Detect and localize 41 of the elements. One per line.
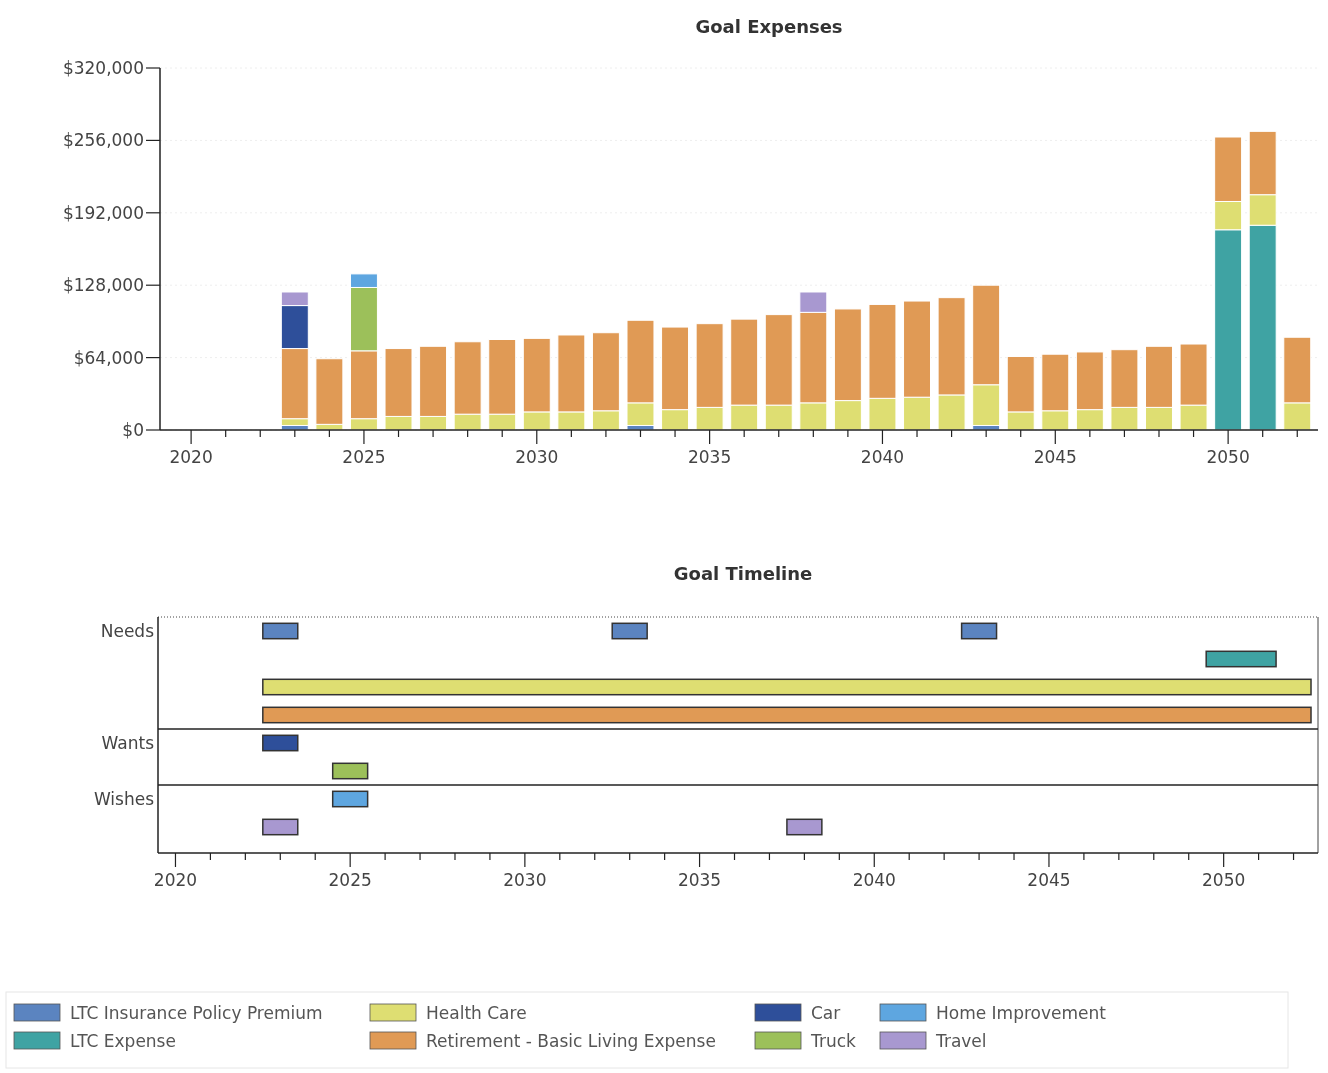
x-tick-label: 2025 <box>342 447 386 467</box>
bar <box>262 706 1312 724</box>
x-tick-label: 2045 <box>1033 447 1077 467</box>
y-tick-label: Wishes <box>93 789 155 809</box>
legend-label: Car <box>811 1003 841 1023</box>
x-tick-label: 2050 <box>1206 447 1250 467</box>
y-tick-label: Needs <box>100 621 155 641</box>
legend-label: Home Improvement <box>936 1003 1107 1023</box>
legend-label: Truck <box>810 1031 856 1051</box>
legend-label: Retirement - Basic Living Expense <box>426 1031 716 1051</box>
x-tick-label: 2040 <box>860 447 905 467</box>
y-tick-label: Wants <box>101 733 155 753</box>
bar <box>262 734 299 752</box>
x-tick-label: 2035 <box>677 870 722 890</box>
y-tick-label: $64,000 <box>73 347 144 368</box>
x-tick-label: 2040 <box>852 870 896 890</box>
legend-label: Travel <box>935 1031 987 1051</box>
x-tick-label: 2050 <box>1202 870 1246 890</box>
x-tick-label: 2035 <box>687 447 732 467</box>
bar <box>960 622 998 640</box>
x-tick-label: 2030 <box>503 870 547 890</box>
x-tick-label: 2045 <box>1027 870 1071 890</box>
y-tick-label: $256,000 <box>62 130 144 151</box>
x-tick-label: 2020 <box>153 870 198 890</box>
y-tick-label: $0 <box>122 420 144 440</box>
y-tick-label: $128,000 <box>62 275 144 296</box>
bar <box>331 762 369 780</box>
y-tick-label: $320,000 <box>62 58 144 78</box>
bar <box>1205 650 1277 668</box>
legend-label: LTC Insurance Policy Premium <box>70 1003 323 1023</box>
bar <box>262 678 1312 696</box>
bar <box>315 358 344 425</box>
legend-label: Health Care <box>426 1003 527 1023</box>
chart-title: Goal Expenses <box>695 16 843 37</box>
x-tick-label: 2025 <box>328 870 372 890</box>
x-tick-label: 2020 <box>169 447 213 467</box>
y-tick-label: $192,000 <box>62 202 144 223</box>
x-tick-label: 2030 <box>515 447 559 467</box>
legend-label: LTC Expense <box>70 1031 176 1051</box>
chart-title: Goal Timeline <box>673 563 813 584</box>
bar <box>331 790 369 808</box>
